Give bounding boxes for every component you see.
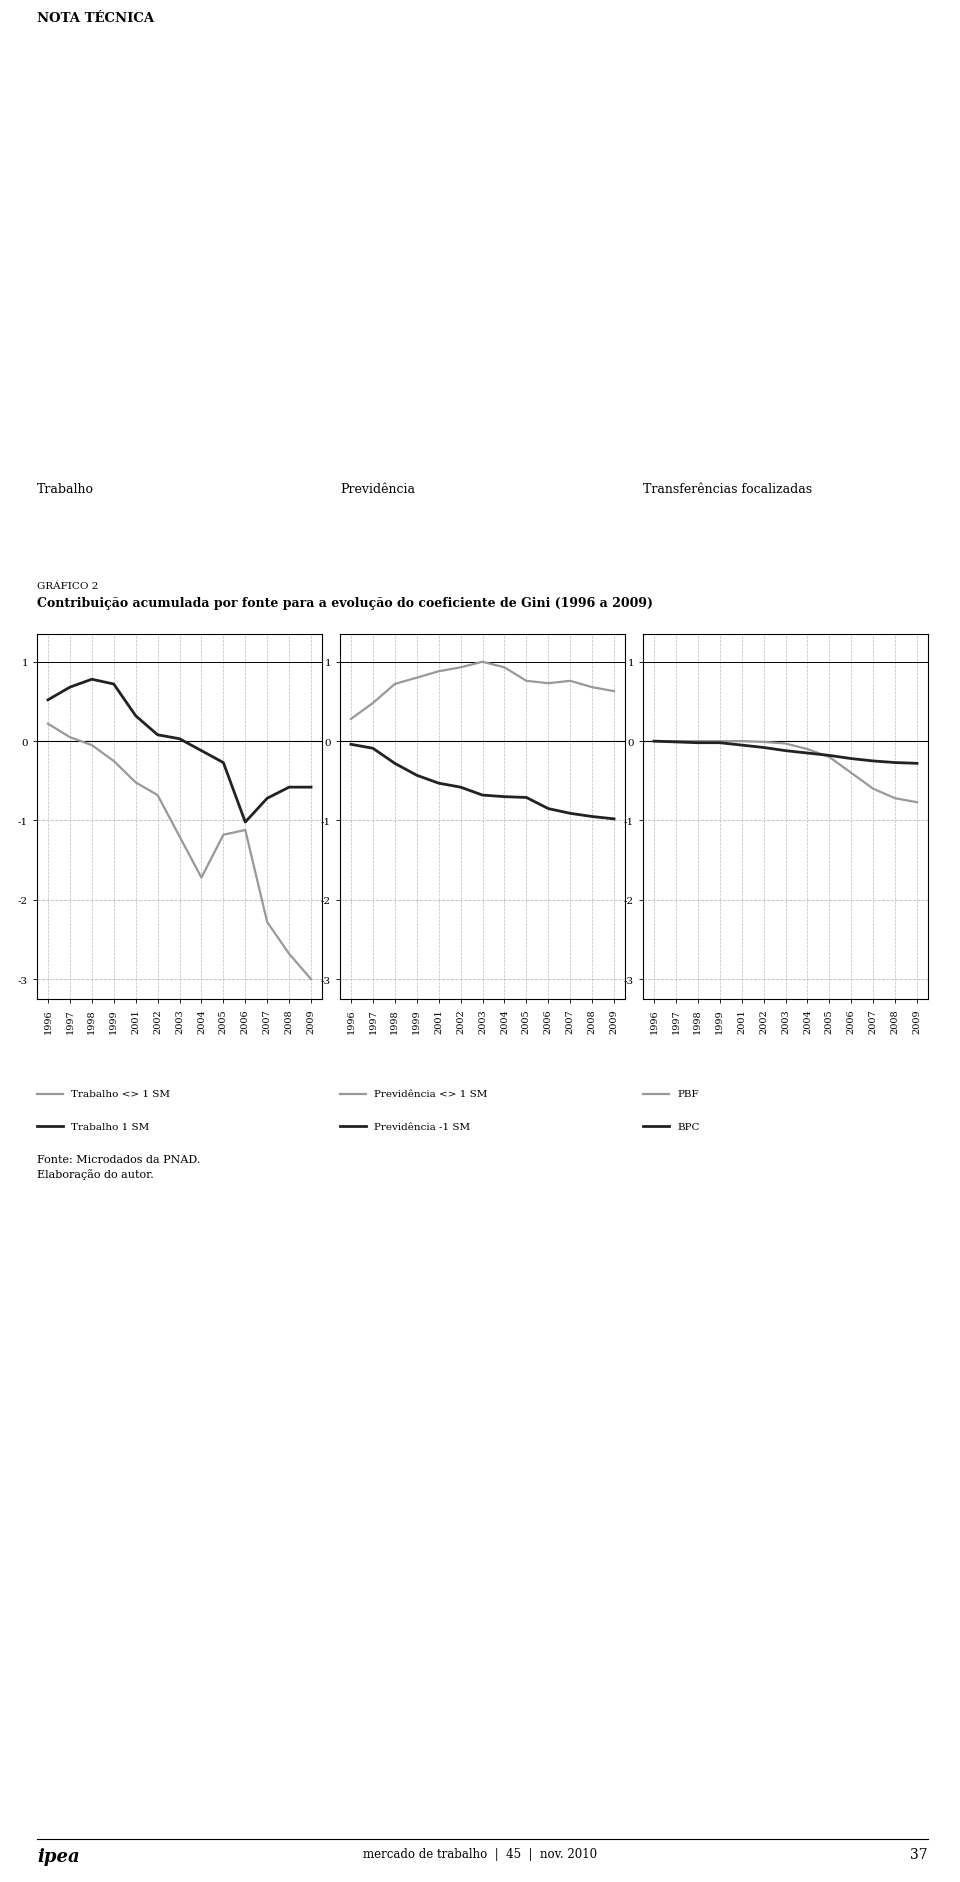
Text: BPC: BPC: [677, 1122, 700, 1131]
Text: NOTA TÉCNICA: NOTA TÉCNICA: [37, 11, 155, 24]
Text: Trabalho 1 SM: Trabalho 1 SM: [71, 1122, 150, 1131]
Text: Previdência -1 SM: Previdência -1 SM: [374, 1122, 470, 1131]
Text: ipea: ipea: [37, 1846, 80, 1865]
Text: Trabalho <> 1 SM: Trabalho <> 1 SM: [71, 1090, 170, 1099]
Text: GRÁFICO 2: GRÁFICO 2: [37, 582, 98, 591]
Text: Previdência <> 1 SM: Previdência <> 1 SM: [374, 1090, 488, 1099]
Text: Fonte: Microdados da PNAD.: Fonte: Microdados da PNAD.: [37, 1154, 201, 1165]
Text: PBF: PBF: [677, 1090, 699, 1099]
Text: Contribuição acumulada por fonte para a evolução do coeficiente de Gini (1996 a : Contribuição acumulada por fonte para a …: [37, 597, 653, 610]
Text: Trabalho: Trabalho: [37, 484, 94, 497]
Text: Elaboração do autor.: Elaboração do autor.: [37, 1169, 154, 1180]
Text: Transferências focalizadas: Transferências focalizadas: [643, 484, 812, 497]
Text: mercado de trabalho  |  45  |  nov. 2010: mercado de trabalho | 45 | nov. 2010: [363, 1846, 597, 1859]
Text: Previdência: Previdência: [340, 484, 415, 497]
Text: 37: 37: [910, 1846, 928, 1861]
